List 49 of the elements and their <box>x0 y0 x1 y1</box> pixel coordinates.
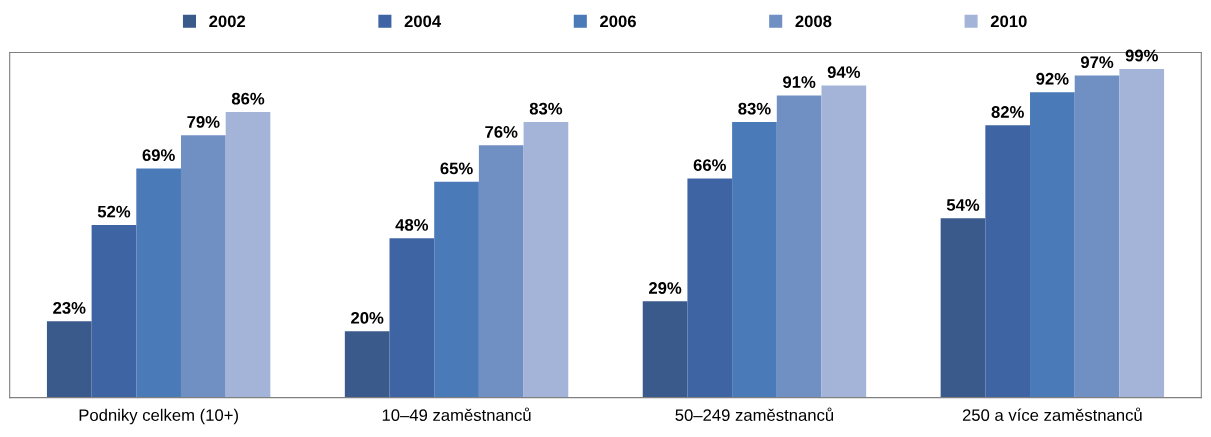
bar <box>136 168 181 398</box>
data-label: 91% <box>783 76 816 88</box>
data-label: 65% <box>440 162 473 175</box>
legend-label: 2010 <box>990 15 1027 28</box>
bar <box>91 224 137 398</box>
bar <box>732 122 777 398</box>
bar <box>434 181 479 398</box>
data-label: 23% <box>53 302 86 314</box>
bar <box>523 122 569 398</box>
x-tick-label: 250 a více zaměstnanců <box>962 407 1142 422</box>
data-label: 54% <box>946 199 980 211</box>
legend-label: 2006 <box>600 15 636 28</box>
bar <box>985 125 1031 398</box>
bar <box>344 331 390 398</box>
bar <box>1074 75 1120 398</box>
data-label: 29% <box>648 282 682 294</box>
bar <box>776 95 822 398</box>
x-tick-label: 50–249 zaměstnanců <box>675 407 834 422</box>
data-label: 82% <box>991 106 1024 118</box>
data-label: 92% <box>1036 72 1069 85</box>
bar <box>46 321 92 398</box>
data-label: 52% <box>97 205 131 218</box>
bar <box>180 135 226 398</box>
legend-label: 2002 <box>209 15 246 28</box>
bar <box>940 218 986 398</box>
data-label: 69% <box>142 149 175 162</box>
bar <box>821 85 867 398</box>
data-label: 66% <box>693 159 727 172</box>
data-label: 20% <box>351 311 384 324</box>
data-label: 83% <box>738 102 771 115</box>
data-label: 97% <box>1080 56 1114 69</box>
x-tick-label: 10–49 zaměstnanců <box>382 407 531 422</box>
x-tick-label: Podniky celkem (10+) <box>79 408 238 425</box>
legend-label: 2008 <box>795 15 832 28</box>
bar <box>1030 92 1075 398</box>
data-label: 86% <box>231 92 265 105</box>
data-label: 48% <box>395 218 429 231</box>
bar <box>478 145 524 398</box>
data-label: 99% <box>1125 49 1158 62</box>
data-label: 76% <box>485 126 518 138</box>
bar <box>225 112 271 398</box>
data-label: 83% <box>529 102 563 115</box>
legend-label: 2004 <box>404 15 442 28</box>
bar <box>1119 68 1165 398</box>
bar <box>642 301 688 398</box>
data-label: 79% <box>187 116 220 128</box>
bar <box>687 178 733 398</box>
data-label: 94% <box>827 66 861 79</box>
bar <box>389 238 435 398</box>
